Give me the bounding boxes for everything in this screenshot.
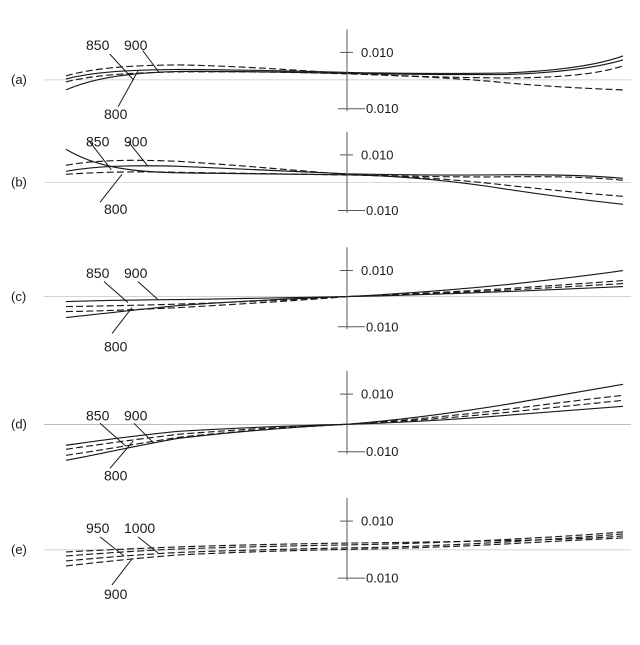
svg-text:850: 850 (86, 408, 110, 424)
svg-text:800: 800 (104, 106, 128, 122)
svg-text:800: 800 (104, 201, 128, 217)
svg-text:0.010: 0.010 (361, 387, 394, 402)
svg-text:800: 800 (104, 339, 128, 355)
svg-text:900: 900 (104, 586, 128, 602)
svg-text:900: 900 (124, 37, 148, 53)
svg-text:0.010: 0.010 (361, 45, 394, 60)
svg-text:0.010: 0.010 (361, 514, 394, 529)
svg-text:0.010: 0.010 (366, 101, 399, 116)
svg-text:0.010: 0.010 (366, 571, 399, 586)
svg-text:850: 850 (86, 134, 110, 150)
svg-text:1000: 1000 (124, 520, 155, 536)
svg-text:900: 900 (124, 265, 148, 281)
svg-text:850: 850 (86, 37, 110, 53)
svg-text:(d): (d) (11, 417, 27, 432)
svg-text:850: 850 (86, 265, 110, 281)
svg-text:(c): (c) (11, 289, 26, 304)
svg-text:(a): (a) (11, 72, 27, 87)
svg-text:0.010: 0.010 (366, 444, 399, 459)
svg-text:800: 800 (104, 468, 128, 484)
svg-text:0.010: 0.010 (361, 263, 394, 278)
svg-text:900: 900 (124, 408, 148, 424)
svg-text:950: 950 (86, 520, 110, 536)
svg-text:0.010: 0.010 (361, 147, 394, 162)
svg-text:0.010: 0.010 (366, 203, 399, 218)
svg-text:0.010: 0.010 (366, 319, 399, 334)
svg-text:(b): (b) (11, 175, 27, 190)
svg-text:900: 900 (124, 134, 148, 150)
svg-text:(e): (e) (11, 542, 27, 557)
